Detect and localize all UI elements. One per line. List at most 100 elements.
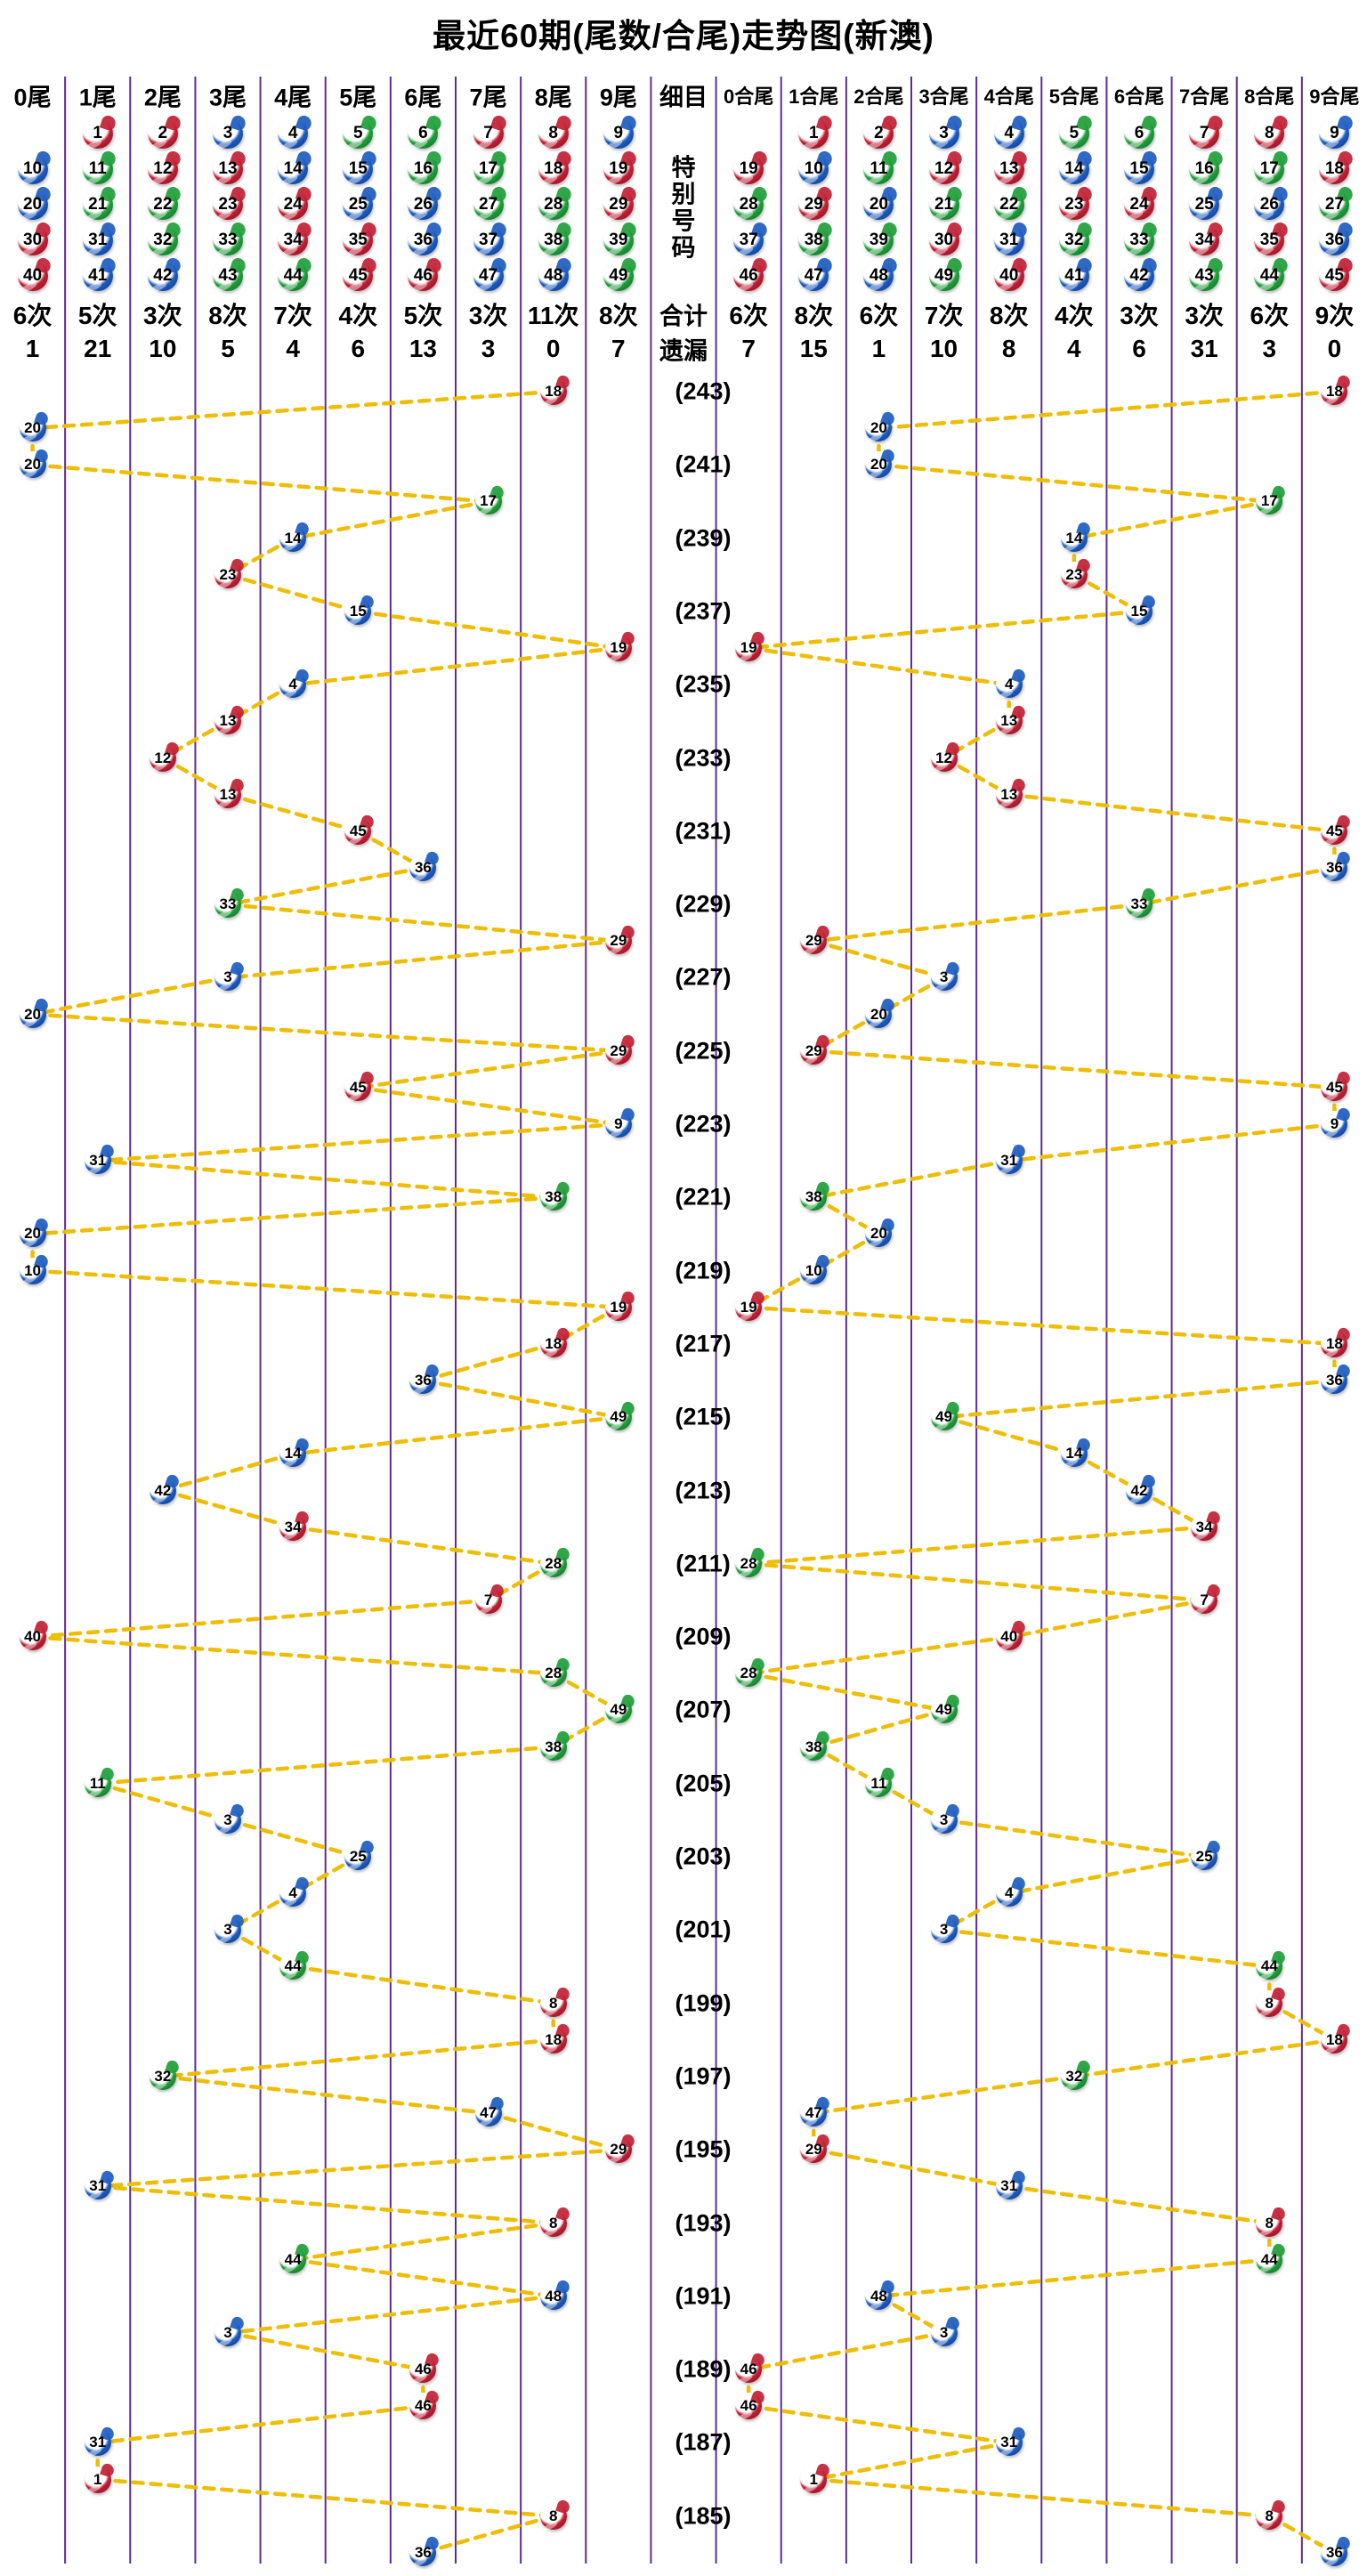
number-ball: 7 bbox=[473, 118, 504, 149]
number-ball: 14 bbox=[278, 154, 309, 184]
number-ball: 3 bbox=[930, 964, 958, 992]
number-ball: 8 bbox=[539, 2502, 567, 2530]
trend-segment-tail bbox=[160, 2037, 555, 2079]
number-ball: 17 bbox=[473, 154, 504, 184]
number-ball: 35 bbox=[1254, 225, 1285, 255]
special-number-label: 特 bbox=[671, 154, 696, 182]
trend-segment-sum bbox=[942, 1378, 1337, 1420]
number-ball: 17 bbox=[474, 488, 502, 515]
trend-segment-sum bbox=[877, 463, 1272, 504]
number-ball: 42 bbox=[1124, 261, 1154, 291]
tail-count: 8次 bbox=[599, 302, 638, 329]
trend-segment-sum bbox=[877, 2257, 1272, 2299]
number-ball: 32 bbox=[1058, 225, 1089, 255]
number-ball: 18 bbox=[538, 154, 569, 184]
number-ball: 36 bbox=[1321, 2539, 1348, 2566]
number-ball: 44 bbox=[278, 261, 309, 291]
number-ball: 33 bbox=[214, 891, 241, 919]
special-number-label: 码 bbox=[671, 234, 696, 262]
trend-segment-tail bbox=[290, 1964, 555, 2005]
number-ball: 12 bbox=[147, 154, 178, 184]
period-label: (191) bbox=[675, 2282, 732, 2310]
period-label: (231) bbox=[675, 817, 732, 845]
number-ball: 20 bbox=[863, 190, 894, 220]
trend-segment-tail bbox=[160, 1488, 295, 1529]
column-header-tail: 7尾 bbox=[469, 84, 507, 111]
tail-count: 5次 bbox=[403, 302, 443, 329]
trend-segment-tail bbox=[290, 2257, 555, 2299]
column-header-tail: 2尾 bbox=[143, 84, 182, 111]
number-ball: 20 bbox=[865, 1220, 893, 1248]
period-label: (225) bbox=[675, 1037, 732, 1065]
number-ball: 16 bbox=[1189, 154, 1220, 184]
number-ball: 31 bbox=[82, 225, 113, 255]
tail-miss: 0 bbox=[546, 335, 561, 362]
number-ball: 35 bbox=[343, 225, 374, 255]
period-label: (239) bbox=[675, 524, 732, 552]
number-ball: 38 bbox=[539, 1184, 567, 1211]
trend-segment-tail bbox=[225, 1818, 360, 1859]
number-ball: 7 bbox=[474, 1586, 502, 1614]
column-header-tail: 0尾 bbox=[13, 84, 52, 111]
number-ball: 49 bbox=[930, 1697, 958, 1724]
number-ball: 21 bbox=[928, 190, 959, 220]
column-header-sum: 0合尾 bbox=[724, 85, 774, 108]
period-label: (207) bbox=[675, 1696, 732, 1723]
tail-count: 6次 bbox=[12, 302, 53, 329]
number-ball: 3 bbox=[214, 2319, 241, 2346]
number-ball: 8 bbox=[1256, 2502, 1283, 2530]
trend-segment-tail bbox=[225, 572, 360, 614]
number-ball: 20 bbox=[19, 415, 46, 442]
number-ball: 9 bbox=[1321, 1111, 1348, 1138]
number-ball: 3 bbox=[213, 118, 243, 149]
number-ball: 1 bbox=[84, 2466, 111, 2493]
number-ball: 28 bbox=[735, 1550, 763, 1577]
miss-label: 遗漏 bbox=[659, 337, 708, 365]
trend-segment-sum bbox=[746, 1672, 946, 1713]
number-ball: 18 bbox=[1321, 1330, 1348, 1357]
number-ball: 42 bbox=[149, 1477, 176, 1504]
period-label: (209) bbox=[675, 1623, 732, 1650]
trend-segment-tail bbox=[95, 2184, 555, 2225]
number-ball: 45 bbox=[344, 817, 372, 845]
number-ball: 45 bbox=[1319, 261, 1350, 291]
number-ball: 4 bbox=[995, 1880, 1023, 1908]
number-ball: 20 bbox=[865, 415, 893, 442]
number-ball: 11 bbox=[863, 154, 894, 184]
trend-segment-tail bbox=[421, 1378, 621, 1420]
number-ball: 3 bbox=[214, 964, 241, 992]
trend-segment-tail bbox=[30, 1012, 621, 1053]
number-ball: 36 bbox=[409, 1367, 437, 1395]
trend-segment-sum bbox=[812, 1049, 1337, 1090]
number-ball: 20 bbox=[865, 451, 893, 479]
number-ball: 22 bbox=[993, 190, 1024, 220]
number-ball: 4 bbox=[993, 118, 1024, 149]
number-ball: 38 bbox=[800, 1733, 828, 1761]
period-label: (195) bbox=[675, 2135, 732, 2163]
number-ball: 28 bbox=[733, 190, 764, 220]
number-ball: 37 bbox=[733, 225, 764, 255]
number-ball: 39 bbox=[603, 225, 634, 255]
column-header-sum: 3合尾 bbox=[918, 85, 969, 108]
number-ball: 37 bbox=[473, 225, 504, 255]
column-header-sum: 5合尾 bbox=[1048, 85, 1099, 108]
number-ball: 30 bbox=[928, 225, 959, 255]
number-ball: 33 bbox=[1126, 891, 1153, 919]
trend-segment-tail bbox=[95, 2147, 621, 2189]
number-ball: 28 bbox=[735, 1660, 763, 1688]
trend-segment-sum bbox=[1007, 792, 1337, 834]
number-ball: 45 bbox=[343, 261, 374, 291]
number-ball: 34 bbox=[279, 1513, 307, 1541]
number-ball: 18 bbox=[539, 2026, 567, 2054]
number-ball: 15 bbox=[344, 597, 372, 625]
sum-miss: 4 bbox=[1067, 335, 1081, 362]
trend-segment-tail bbox=[95, 1122, 621, 1163]
number-ball: 23 bbox=[1060, 561, 1088, 588]
number-ball: 40 bbox=[993, 261, 1024, 291]
number-ball: 29 bbox=[800, 928, 828, 955]
tail-miss: 13 bbox=[408, 335, 437, 362]
period-label: (187) bbox=[675, 2428, 732, 2456]
column-header-tail: 3尾 bbox=[208, 84, 247, 111]
